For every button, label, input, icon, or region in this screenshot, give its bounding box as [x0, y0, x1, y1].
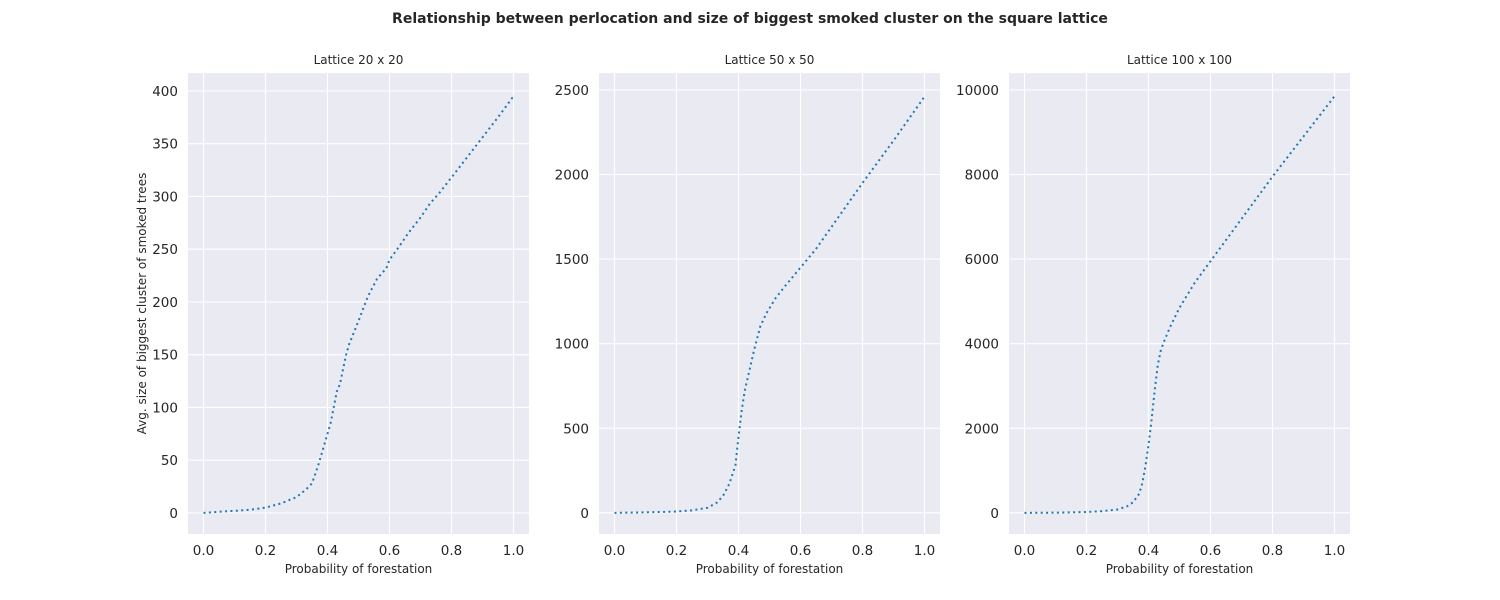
- y-tick-label: 4000: [965, 337, 999, 353]
- series-line: [1024, 95, 1336, 514]
- x-tick-label: 1.0: [914, 543, 935, 559]
- plot-background: [188, 73, 529, 534]
- plot-background: [1009, 73, 1350, 534]
- y-tick-label: 2500: [555, 83, 589, 99]
- x-tick-label: 0.2: [666, 543, 687, 559]
- figure-title: Relationship between perlocation and siz…: [392, 11, 1108, 27]
- panel-lattice-20: 0.0 0.2 0.4 0.6 0.8 1.0 0 50 100 150 200 250 300 350 4…: [135, 53, 529, 576]
- y-tick-label: 200: [152, 295, 178, 311]
- x-tick-label: 0.4: [1138, 543, 1159, 559]
- y-tick-label: 400: [152, 84, 178, 100]
- y-tick-label: 50: [161, 453, 178, 469]
- x-tick-label: 0.0: [604, 543, 625, 559]
- y-tick-label: 6000: [965, 252, 999, 268]
- panel-lattice-50: 0.0 0.2 0.4 0.6 0.8 1.0 0 500 1000 1500 2000 2500 La…: [555, 53, 940, 576]
- x-tick-label: 0.8: [1262, 543, 1283, 559]
- y-tick-label: 100: [152, 400, 178, 416]
- x-tick-label: 0.6: [790, 543, 811, 559]
- y-tick-label: 0: [169, 506, 178, 522]
- x-axis-label: Probability of forestation: [1106, 562, 1254, 576]
- x-tick-label: 1.0: [1324, 543, 1345, 559]
- x-axis-label: Probability of forestation: [285, 562, 433, 576]
- y-tick-label: 250: [152, 242, 178, 258]
- x-tick-label: 0.4: [317, 543, 338, 559]
- plot-background: [599, 73, 940, 534]
- x-tick-label: 0.6: [1200, 543, 1221, 559]
- series-line: [203, 95, 515, 514]
- y-tick-label: 1500: [555, 252, 589, 268]
- panel-lattice-100: 0.0 0.2 0.4 0.6 0.8 1.0 0 2000 4000 6000 8000 10000…: [956, 53, 1350, 576]
- x-tick-label: 0.0: [1014, 543, 1035, 559]
- panel-title: Lattice 20 x 20: [314, 53, 404, 67]
- x-tick-label: 0.4: [728, 543, 749, 559]
- y-tick-label: 350: [152, 137, 178, 153]
- y-tick-label: 300: [152, 189, 178, 205]
- series-line: [614, 96, 926, 514]
- x-tick-label: 1.0: [503, 543, 524, 559]
- y-tick-label: 500: [563, 421, 589, 437]
- y-tick-label: 10000: [956, 83, 999, 99]
- y-tick-label: 8000: [965, 168, 999, 184]
- x-tick-label: 0.8: [852, 543, 873, 559]
- y-tick-label: 0: [580, 506, 589, 522]
- y-tick-label: 2000: [555, 168, 589, 184]
- y-tick-label: 2000: [965, 421, 999, 437]
- x-tick-label: 0.6: [379, 543, 400, 559]
- x-tick-label: 0.8: [441, 543, 462, 559]
- y-tick-label: 0: [990, 506, 999, 522]
- x-tick-label: 0.2: [1076, 543, 1097, 559]
- y-tick-label: 1000: [555, 337, 589, 353]
- y-tick-label: 150: [152, 348, 178, 364]
- panel-title: Lattice 100 x 100: [1127, 53, 1232, 67]
- x-tick-label: 0.0: [193, 543, 214, 559]
- y-axis-label: Avg. size of biggest cluster of smoked t…: [135, 173, 149, 435]
- x-tick-label: 0.2: [255, 543, 276, 559]
- panel-title: Lattice 50 x 50: [725, 53, 815, 67]
- x-axis-label: Probability of forestation: [696, 562, 844, 576]
